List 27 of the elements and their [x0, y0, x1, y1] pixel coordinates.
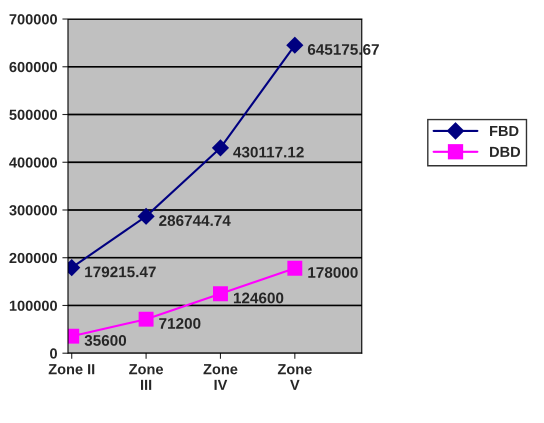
x-tick-label: Zone V [278, 364, 312, 390]
y-tick-label: 400000 [9, 157, 57, 168]
point [286, 36, 304, 54]
data-label: 124600 [234, 292, 284, 304]
y-tick-label: 600000 [9, 62, 57, 72]
y-tick-label: 200000 [9, 252, 57, 264]
y-tick-label: 0 [50, 348, 57, 359]
x-tick-label: Zone IV [203, 364, 238, 390]
x-tick-label: Zone II [48, 364, 94, 374]
legend-label: DBD [490, 146, 520, 157]
y-tick-label: 700000 [10, 14, 57, 24]
data-label: 430117.12 [233, 146, 304, 158]
point [212, 139, 229, 156]
point [287, 260, 302, 276]
data-label: 71200 [159, 318, 200, 329]
data-label: 178000 [308, 267, 358, 278]
data-label: 179215.47 [85, 266, 156, 278]
legend-label: FBD [490, 126, 518, 136]
y-tick-label: 100000 [10, 300, 57, 311]
x-tick-label: Zone III [129, 364, 164, 390]
point [138, 208, 154, 225]
data-label: 35600 [84, 335, 126, 346]
point [212, 286, 228, 302]
data-label: 286744.74 [159, 215, 231, 226]
y-tick-label: 500000 [9, 110, 57, 120]
point [138, 312, 154, 327]
y-tick-label: 300000 [9, 205, 57, 216]
